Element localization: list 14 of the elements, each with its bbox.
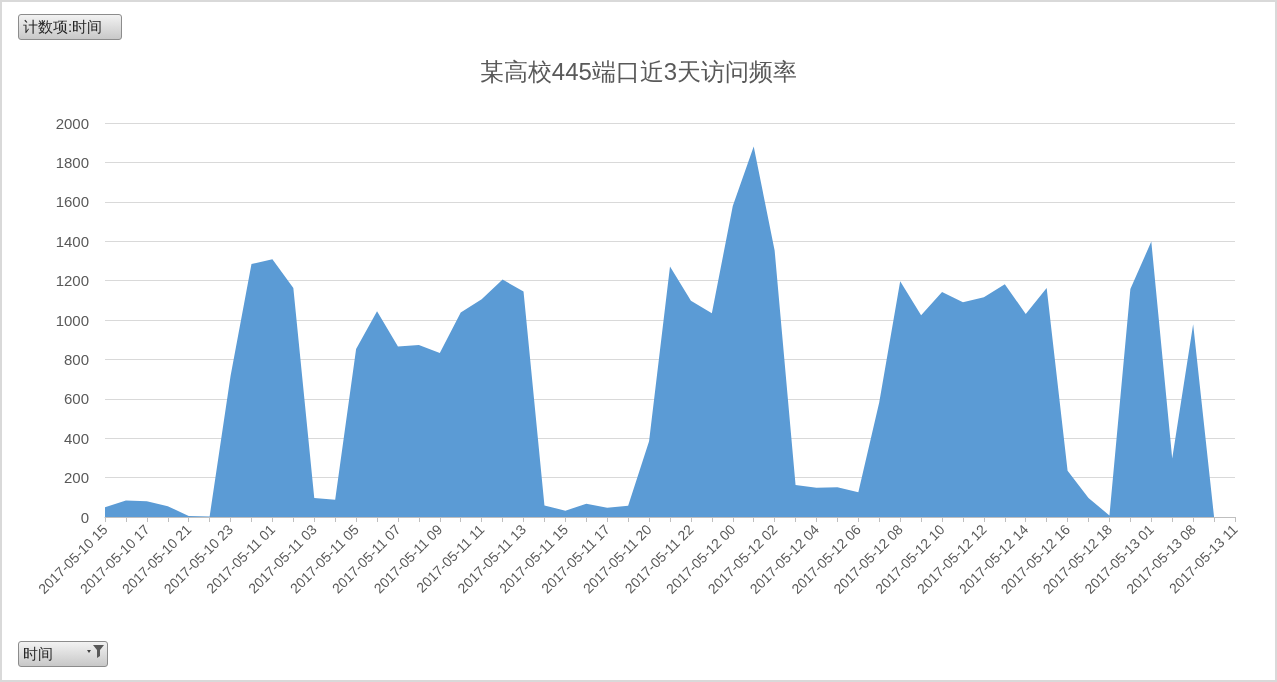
text: 时间 [23, 644, 53, 664]
y-tick-label: 400 [63, 429, 89, 447]
y-tick-label: 0 [80, 508, 89, 526]
y-tick-label: 600 [63, 390, 89, 408]
y-tick-label: 1800 [55, 153, 89, 171]
y-tick-label: 200 [63, 469, 89, 487]
text: 计数项:时间 [23, 17, 103, 37]
y-tick-label: 1000 [55, 311, 89, 329]
y-tick-label: 2000 [55, 114, 89, 132]
chart-title: 某高校445端口近3天访问频率 [479, 57, 798, 85]
y-tick-label: 1400 [55, 232, 89, 250]
y-tick-label: 800 [63, 350, 89, 368]
y-tick-label: 1600 [55, 193, 89, 211]
y-tick-label: 1200 [55, 272, 89, 290]
